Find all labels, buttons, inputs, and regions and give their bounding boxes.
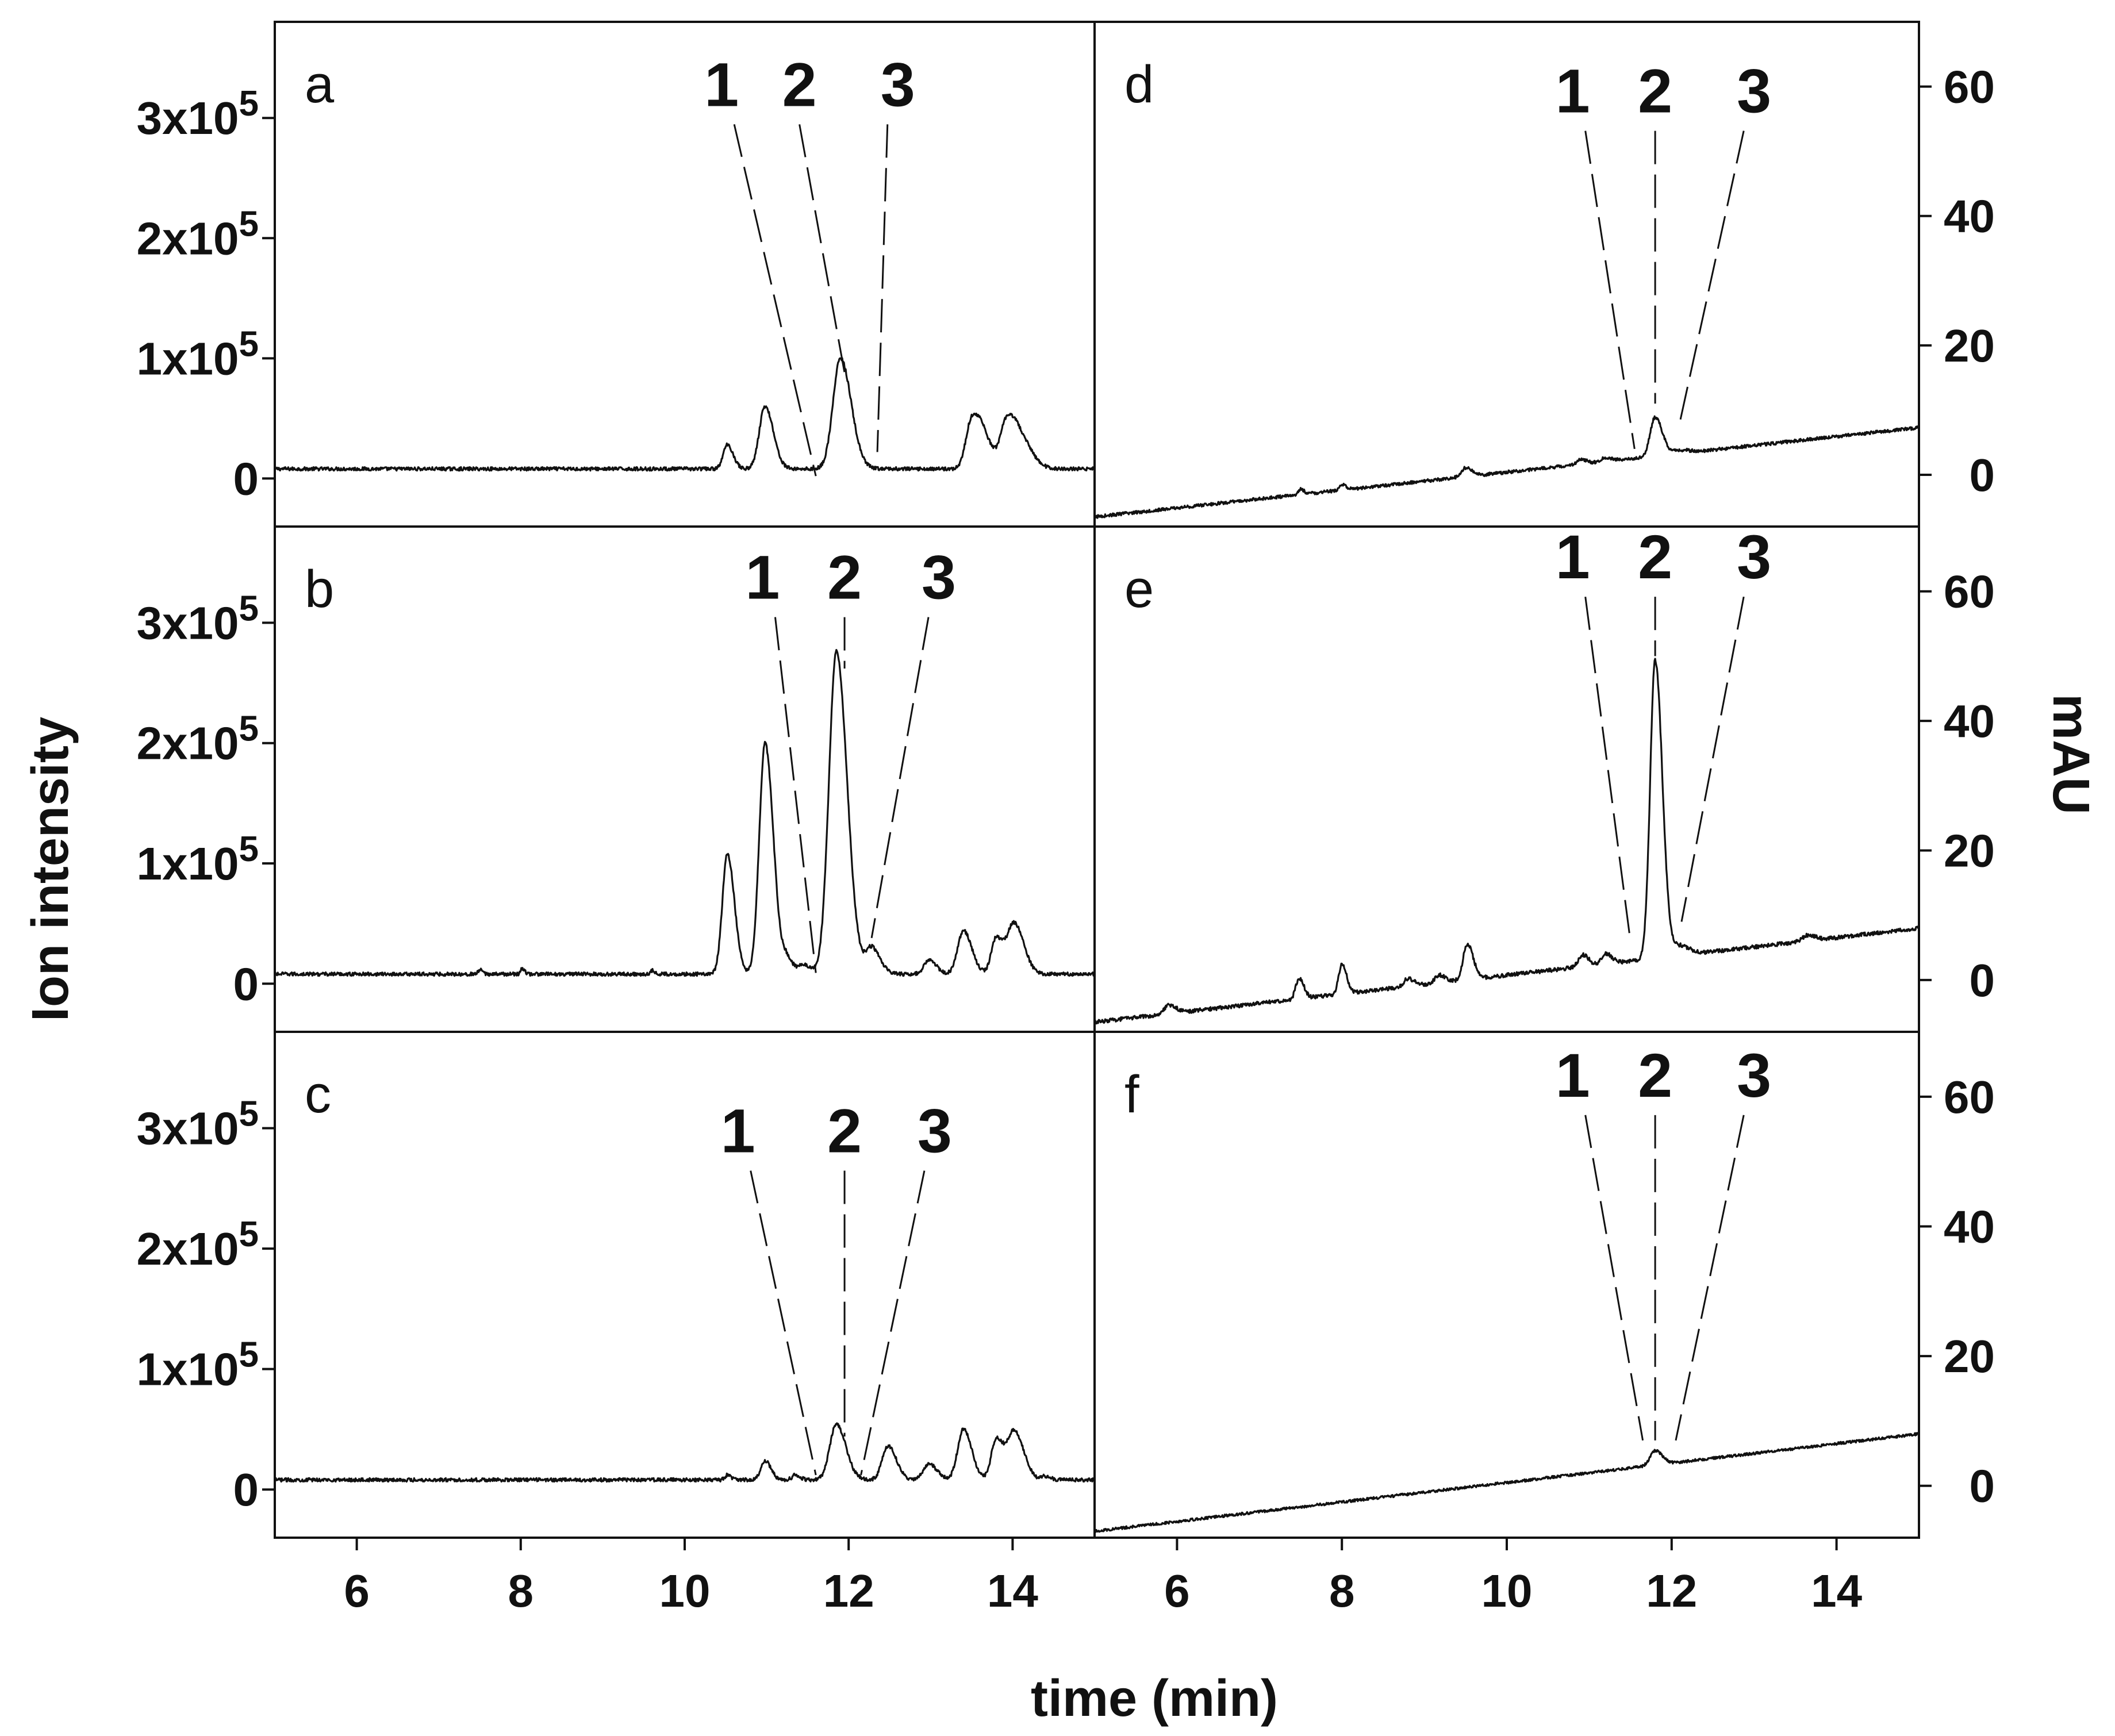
left-tick-label-c-300000: 3x105 xyxy=(137,1094,259,1154)
peak-label-f-3: 3 xyxy=(1737,1040,1771,1110)
peak-label-d-2: 2 xyxy=(1638,56,1672,126)
peak-leader-c-3 xyxy=(860,1170,926,1476)
left-tick-label-c-100000: 1x105 xyxy=(137,1335,259,1395)
right-tick-label-f-20: 20 xyxy=(1944,1331,1995,1382)
series-line-b xyxy=(274,648,1095,977)
peak-leader-a-1 xyxy=(733,124,817,477)
peak-leader-b-3 xyxy=(870,617,930,939)
panel-d-frame xyxy=(1093,21,1920,528)
left-tick-label-b-300000: 3x105 xyxy=(137,589,259,648)
series-line-a xyxy=(274,357,1096,472)
panel-d: d 1 2 3 0 20 40 60 xyxy=(1093,21,1995,528)
panel-f: f 1 2 3 0 20 40 60 xyxy=(1093,1031,1995,1539)
panel-letter-e: e xyxy=(1124,560,1154,619)
left-tick-label-b-100000: 1x105 xyxy=(137,829,259,889)
peak-leader-e-3 xyxy=(1680,596,1745,922)
x-tick-label-0-14: 14 xyxy=(987,1565,1038,1616)
series-line-f xyxy=(1094,1432,1920,1533)
right-tick-label-f-60: 60 xyxy=(1944,1071,1995,1123)
x-tick-label-1-8: 8 xyxy=(1329,1565,1355,1616)
peak-label-a-2: 2 xyxy=(782,49,817,119)
peak-label-a-1: 1 xyxy=(704,49,739,119)
left-tick-label-a-0: 0 xyxy=(233,453,259,504)
peak-label-f-2: 2 xyxy=(1638,1040,1672,1110)
right-tick-label-e-20: 20 xyxy=(1944,825,1995,876)
x-tick-label-1-6: 6 xyxy=(1164,1565,1190,1616)
peak-label-b-2: 2 xyxy=(827,543,862,612)
panel-f-frame xyxy=(1093,1031,1920,1539)
left-tick-label-c-0: 0 xyxy=(233,1464,259,1515)
peak-label-c-3: 3 xyxy=(918,1096,952,1166)
panel-letter-a: a xyxy=(305,55,335,114)
series-line-d xyxy=(1093,415,1920,519)
panel-letter-c: c xyxy=(305,1065,331,1124)
peak-leader-e-1 xyxy=(1584,596,1632,942)
peak-leader-b-1 xyxy=(774,617,817,973)
peak-label-d-3: 3 xyxy=(1737,56,1771,126)
x-axis-title: time (min) xyxy=(1031,1670,1278,1727)
x-tick-label-0-6: 6 xyxy=(344,1565,370,1616)
left-tick-label-c-200000: 2x105 xyxy=(137,1215,259,1274)
x-tick-label-1-10: 10 xyxy=(1481,1565,1533,1616)
right-tick-label-d-40: 40 xyxy=(1944,191,1995,242)
left-tick-label-a-300000: 3x105 xyxy=(137,84,259,144)
panel-b-frame xyxy=(274,525,1096,1033)
peak-label-e-3: 3 xyxy=(1737,522,1771,592)
peak-leader-d-1 xyxy=(1584,130,1636,450)
right-tick-label-e-60: 60 xyxy=(1944,566,1995,617)
peak-label-e-1: 1 xyxy=(1556,522,1590,592)
right-tick-label-f-0: 0 xyxy=(1970,1461,1995,1512)
axes-layer: 6 8 10 12 14 6 8 10 12 14 xyxy=(344,1538,1863,1616)
panel-letter-b: b xyxy=(305,560,334,619)
panel-c: c 1 2 3 0 1x105 2x105 3x105 xyxy=(137,1031,1096,1539)
peak-leader-c-1 xyxy=(750,1170,817,1476)
panel-a: a 1 2 3 0 1x105 2x105 3x105 xyxy=(137,21,1096,528)
peak-leader-f-1 xyxy=(1584,1115,1644,1441)
peak-label-d-1: 1 xyxy=(1556,56,1590,126)
left-tick-label-a-200000: 2x105 xyxy=(137,204,259,264)
panel-a-frame xyxy=(274,21,1096,528)
panel-letter-f: f xyxy=(1124,1065,1139,1124)
peak-leader-a-3 xyxy=(876,124,889,452)
right-tick-label-e-0: 0 xyxy=(1970,955,1995,1006)
peak-label-a-3: 3 xyxy=(881,49,915,119)
peak-label-b-1: 1 xyxy=(745,543,780,612)
right-axis-title: mAU xyxy=(2042,694,2099,815)
series-line-c xyxy=(274,1422,1096,1483)
left-tick-label-a-100000: 1x105 xyxy=(137,324,259,384)
x-tick-label-0-12: 12 xyxy=(823,1565,874,1616)
panel-b: b 1 2 3 0 1x105 2x105 3x105 xyxy=(137,525,1096,1033)
right-tick-label-e-40: 40 xyxy=(1944,696,1995,747)
peak-label-b-3: 3 xyxy=(922,543,956,612)
peak-label-e-2: 2 xyxy=(1638,522,1672,592)
peak-label-c-2: 2 xyxy=(827,1096,862,1166)
left-axis-title: Ion intensity xyxy=(22,717,79,1021)
peak-leader-f-3 xyxy=(1675,1115,1745,1441)
panel-letter-d: d xyxy=(1124,55,1154,114)
panel-e: e 1 2 3 0 20 40 60 xyxy=(1093,522,1995,1033)
panel-e-frame xyxy=(1093,525,1920,1033)
x-tick-label-0-8: 8 xyxy=(508,1565,534,1616)
x-tick-label-0-10: 10 xyxy=(659,1565,711,1616)
right-tick-label-d-0: 0 xyxy=(1970,450,1995,501)
series-line-e xyxy=(1093,658,1920,1025)
right-tick-label-f-40: 40 xyxy=(1944,1201,1995,1252)
x-tick-label-1-12: 12 xyxy=(1646,1565,1697,1616)
right-tick-label-d-60: 60 xyxy=(1944,62,1995,113)
peak-label-f-1: 1 xyxy=(1556,1040,1590,1110)
peak-label-c-1: 1 xyxy=(721,1096,755,1166)
left-tick-label-b-0: 0 xyxy=(233,958,259,1009)
peak-leader-d-3 xyxy=(1677,130,1745,430)
peak-leader-a-2 xyxy=(799,124,846,373)
x-tick-label-1-14: 14 xyxy=(1811,1565,1862,1616)
left-tick-label-b-200000: 2x105 xyxy=(137,709,259,769)
right-tick-label-d-20: 20 xyxy=(1944,320,1995,371)
panel-c-frame xyxy=(274,1031,1096,1539)
